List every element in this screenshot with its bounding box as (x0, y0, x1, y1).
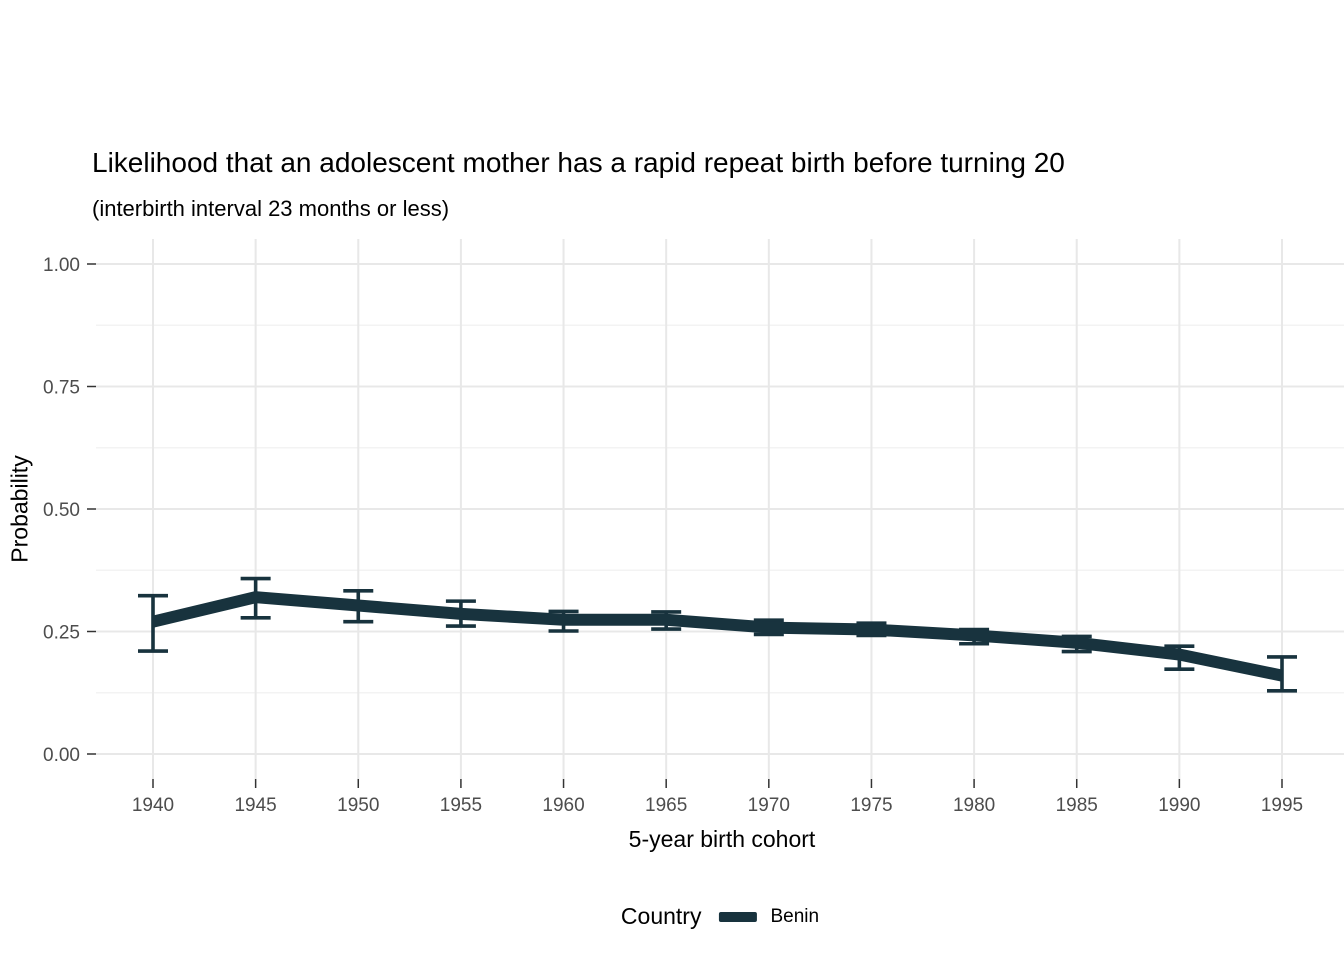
svg-text:0.25: 0.25 (43, 623, 80, 644)
svg-text:1995: 1995 (1261, 795, 1303, 816)
y-axis-title: Probability (6, 455, 33, 563)
x-gridlines-major (152, 239, 1283, 779)
svg-text:1960: 1960 (542, 795, 584, 816)
svg-text:1940: 1940 (132, 795, 174, 816)
svg-text:0.50: 0.50 (43, 500, 80, 521)
svg-text:0.00: 0.00 (43, 745, 80, 766)
legend-swatch-icon (718, 911, 757, 922)
svg-text:1945: 1945 (234, 795, 276, 816)
svg-text:1985: 1985 (1056, 795, 1098, 816)
svg-text:1990: 1990 (1158, 795, 1200, 816)
error-bars (138, 576, 1297, 693)
y-gridlines-major (96, 263, 1344, 755)
legend-entry-label: Benin (770, 905, 820, 927)
legend-title: Country (620, 903, 702, 929)
svg-text:1950: 1950 (337, 795, 379, 816)
svg-text:1965: 1965 (645, 795, 687, 816)
legend: Country Benin (621, 903, 819, 930)
x-tick-labels: 1940 1945 1950 1955 1960 1965 1970 1975 1980 1985… (132, 795, 1303, 816)
svg-text:0.75: 0.75 (43, 378, 80, 399)
svg-text:1980: 1980 (953, 795, 995, 816)
trend-line-benin (151, 591, 1284, 682)
axis-ticks (87, 263, 1283, 788)
svg-text:1970: 1970 (748, 795, 790, 816)
svg-text:1975: 1975 (850, 795, 892, 816)
y-gridlines-minor (96, 324, 1344, 694)
svg-text:1.00: 1.00 (43, 255, 80, 276)
x-axis-title: 5-year birth cohort (628, 826, 816, 852)
chart-subtitle: (interbirth interval 23 months or less) (92, 196, 450, 221)
y-tick-labels: 0.00 0.25 0.50 0.75 1.00 (43, 255, 80, 766)
svg-text:1955: 1955 (440, 795, 482, 816)
chart-title: Likelihood that an adolescent mother has… (92, 147, 1065, 178)
legend-entry-benin: Benin (718, 906, 819, 928)
